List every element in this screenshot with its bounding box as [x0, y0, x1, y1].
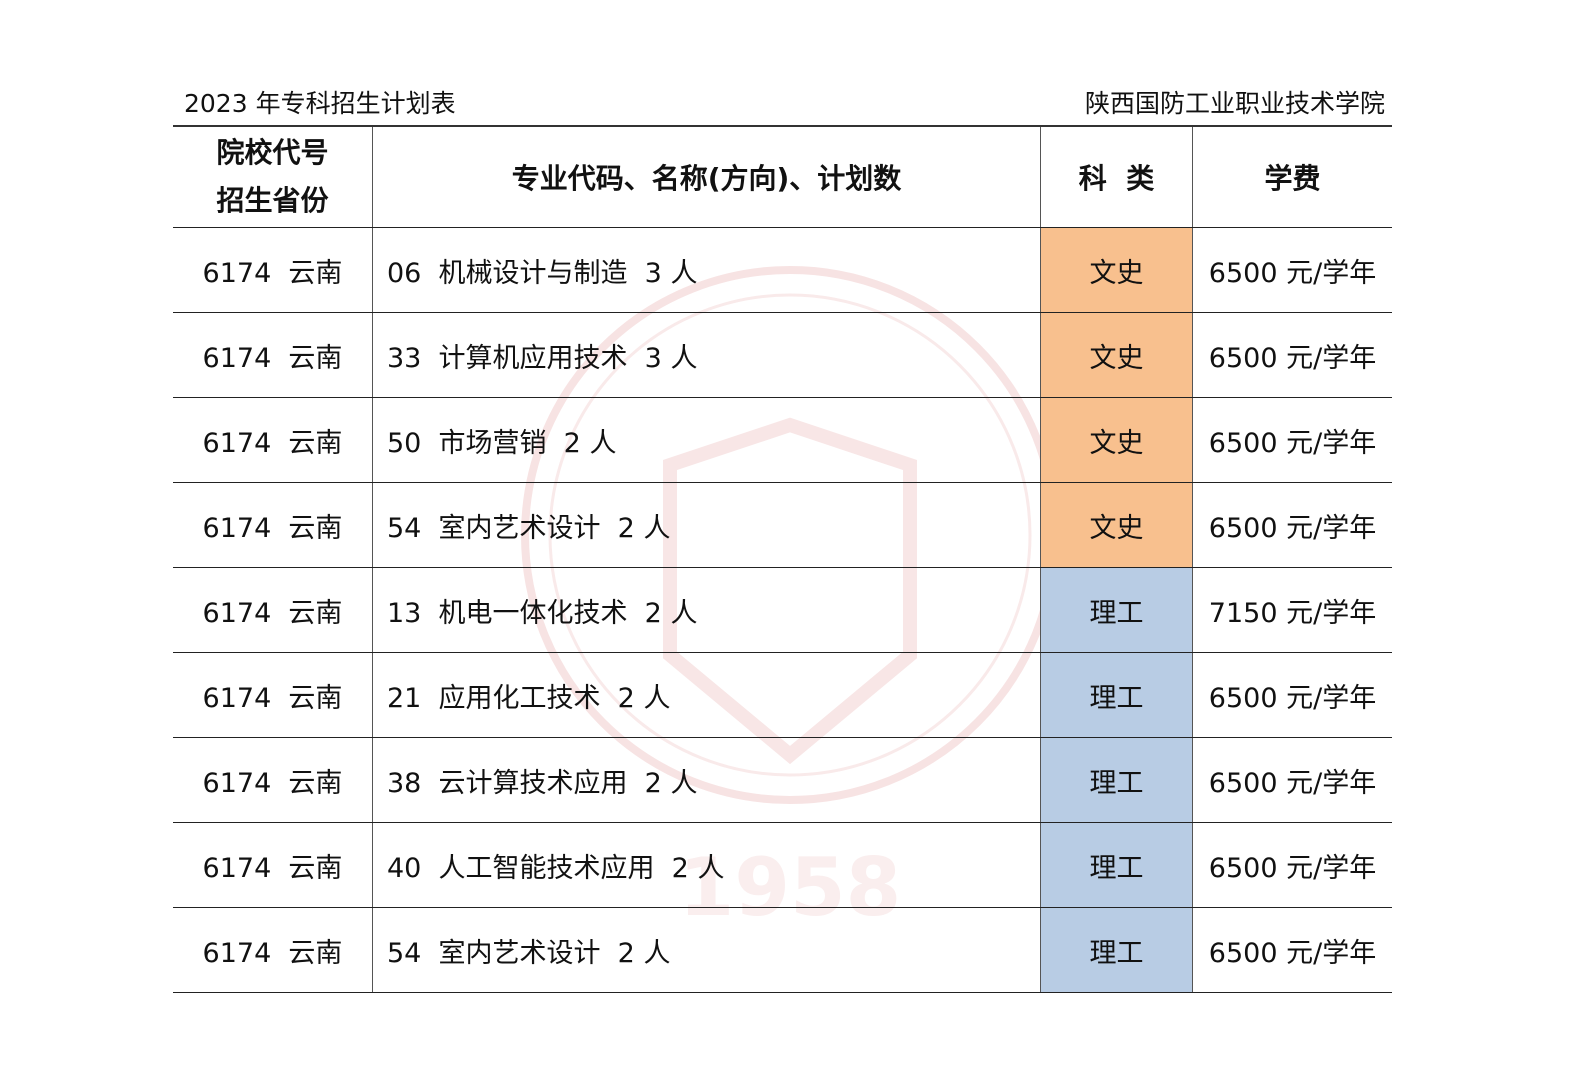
header-major: 专业代码、名称(方向)、计划数	[372, 125, 1041, 228]
fee-cell: 6500 元/学年	[1192, 312, 1392, 398]
table-row: 6174 云南 54 室内艺术设计 2 人理工 6500 元/学年	[173, 907, 1392, 993]
major-cell: 54 室内艺术设计 2 人	[372, 482, 1041, 568]
table-row: 6174 云南 38 云计算技术应用 2 人理工 6500 元/学年	[173, 737, 1392, 823]
major-cell: 06 机械设计与制造 3 人	[372, 227, 1041, 313]
enrollment-plan-table: 院校代号 招生省份 专业代码、名称(方向)、计划数 科 类 学费 6174 云南…	[173, 125, 1392, 993]
code-province-cell: 6174 云南	[173, 312, 373, 398]
category-cell: 理工	[1040, 907, 1193, 993]
code-province-cell: 6174 云南	[173, 482, 373, 568]
fee-cell: 6500 元/学年	[1192, 822, 1392, 908]
major-cell: 33 计算机应用技术 3 人	[372, 312, 1041, 398]
code-province-cell: 6174 云南	[173, 652, 373, 738]
fee-cell: 6500 元/学年	[1192, 737, 1392, 823]
category-cell: 理工	[1040, 737, 1193, 823]
category-cell: 理工	[1040, 652, 1193, 738]
category-cell: 文史	[1040, 227, 1193, 313]
fee-cell: 7150 元/学年	[1192, 567, 1392, 653]
major-cell: 38 云计算技术应用 2 人	[372, 737, 1041, 823]
fee-cell: 6500 元/学年	[1192, 907, 1392, 993]
document-title: 2023 年专科招生计划表	[184, 89, 456, 118]
table-row: 6174 云南 06 机械设计与制造 3 人文史 6500 元/学年	[173, 227, 1392, 313]
code-province-cell: 6174 云南	[173, 822, 373, 908]
category-cell: 文史	[1040, 397, 1193, 483]
category-cell: 文史	[1040, 312, 1193, 398]
fee-cell: 6500 元/学年	[1192, 397, 1392, 483]
header-code-label: 院校代号	[216, 136, 329, 169]
code-province-cell: 6174 云南	[173, 907, 373, 993]
major-cell: 40 人工智能技术应用 2 人	[372, 822, 1041, 908]
header-category: 科 类	[1040, 125, 1193, 228]
table-row: 6174 云南 13 机电一体化技术 2 人理工 7150 元/学年	[173, 567, 1392, 653]
category-cell: 理工	[1040, 567, 1193, 653]
fee-cell: 6500 元/学年	[1192, 652, 1392, 738]
category-cell: 理工	[1040, 822, 1193, 908]
code-province-cell: 6174 云南	[173, 567, 373, 653]
major-cell: 54 室内艺术设计 2 人	[372, 907, 1041, 993]
table-row: 6174 云南 40 人工智能技术应用 2 人理工 6500 元/学年	[173, 822, 1392, 908]
header-code-province: 院校代号 招生省份	[173, 125, 373, 228]
code-province-cell: 6174 云南	[173, 737, 373, 823]
header-fee: 学费	[1192, 125, 1392, 228]
table-row: 6174 云南 50 市场营销 2 人文史 6500 元/学年	[173, 397, 1392, 483]
school-name: 陕西国防工业职业技术学院	[1084, 89, 1385, 118]
table-row: 6174 云南 21 应用化工技术 2 人理工 6500 元/学年	[173, 652, 1392, 738]
code-province-cell: 6174 云南	[173, 227, 373, 313]
fee-cell: 6500 元/学年	[1192, 482, 1392, 568]
major-cell: 50 市场营销 2 人	[372, 397, 1041, 483]
table-header-row: 院校代号 招生省份 专业代码、名称(方向)、计划数 科 类 学费	[173, 125, 1392, 228]
code-province-cell: 6174 云南	[173, 397, 373, 483]
category-cell: 文史	[1040, 482, 1193, 568]
header-province-label: 招生省份	[216, 184, 329, 217]
major-cell: 13 机电一体化技术 2 人	[372, 567, 1041, 653]
table-row: 6174 云南 33 计算机应用技术 3 人文史 6500 元/学年	[173, 312, 1392, 398]
fee-cell: 6500 元/学年	[1192, 227, 1392, 313]
major-cell: 21 应用化工技术 2 人	[372, 652, 1041, 738]
table-row: 6174 云南 54 室内艺术设计 2 人文史 6500 元/学年	[173, 482, 1392, 568]
